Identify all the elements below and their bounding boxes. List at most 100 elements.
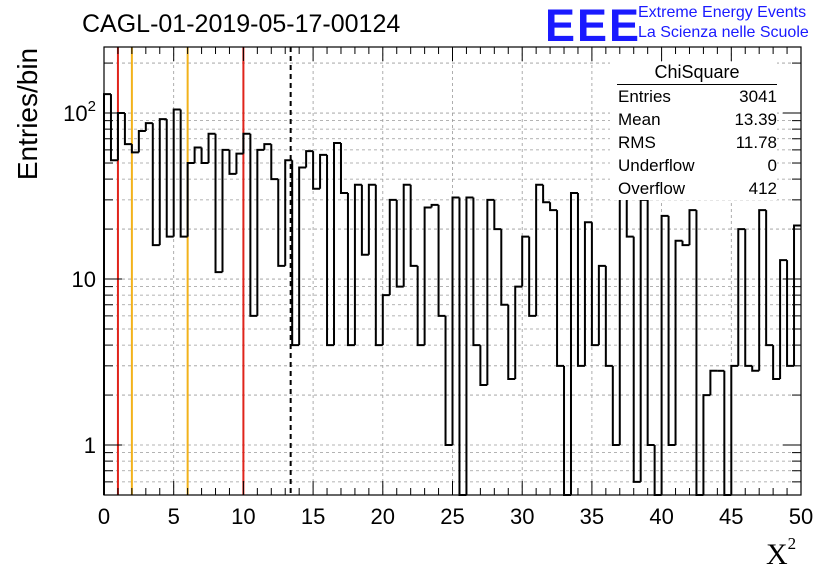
eee-logo-mark: EEE [545, 0, 642, 51]
histogram-bin [346, 192, 355, 347]
histogram-bin [793, 224, 801, 366]
stats-value: 11.78 [735, 133, 777, 152]
histogram-bin [353, 183, 362, 346]
histogram-bin [130, 144, 139, 154]
stats-row: Underflow 0 [610, 154, 777, 177]
histogram-bin [521, 235, 530, 287]
histogram-bin [395, 199, 404, 288]
axes [103, 46, 802, 496]
histogram-bin [451, 196, 460, 446]
x-tick-label: 40 [649, 504, 673, 529]
x-tick-label: 30 [510, 504, 534, 529]
histogram-bin [388, 198, 397, 296]
x-tick-label: 10 [231, 504, 255, 529]
y-axis-label: Entries/bin [12, 47, 43, 181]
histogram-bin [214, 133, 223, 274]
histogram-bin [507, 304, 516, 380]
x-tick-label: 5 [168, 504, 180, 529]
histogram-bin [730, 364, 739, 495]
histogram-bin [597, 264, 606, 346]
histogram-bin [235, 152, 244, 174]
histogram-bin [479, 345, 488, 386]
histogram-bin [639, 198, 648, 482]
histogram-bin [409, 184, 418, 267]
histogram-bin [165, 119, 174, 238]
stats-value: 3041 [739, 87, 777, 106]
histogram-bin [688, 209, 697, 246]
histogram-bin [109, 94, 118, 162]
stats-label: Overflow [618, 179, 686, 198]
histogram-bin [200, 147, 209, 165]
x-tick-label: 20 [371, 504, 395, 529]
histogram-bin [402, 183, 411, 287]
histogram-bin [312, 151, 321, 190]
histogram-bin [277, 179, 286, 267]
histogram-bin [772, 345, 781, 380]
histogram-bin [514, 285, 523, 379]
histogram-bin [590, 222, 599, 347]
histogram-bin [744, 229, 753, 367]
y-tick-label: 10 [72, 267, 96, 292]
histogram-bin [611, 365, 620, 447]
eee-logo-line1: Extreme Energy Events [638, 4, 807, 21]
histogram-bin [193, 146, 202, 164]
histogram-bin [465, 196, 474, 495]
histogram-bin [737, 228, 746, 366]
histogram-bin [430, 203, 439, 208]
histogram-bin [549, 202, 558, 212]
histogram-bin [360, 184, 369, 256]
histogram-bin [228, 149, 237, 175]
x-tick-label: 35 [580, 504, 604, 529]
histogram-bin [270, 144, 279, 181]
histogram-bin [103, 93, 111, 495]
histogram-bin [137, 129, 146, 153]
stats-row: Mean 13.39 [610, 108, 777, 131]
chart-title: CAGL-01-2019-05-17-00124 [82, 10, 401, 38]
y-tick-label-base: 10 [63, 101, 87, 126]
histogram-bin [179, 109, 188, 238]
stats-label: Entries [618, 87, 671, 106]
stats-value: 412 [748, 179, 777, 198]
histogram-bin [486, 198, 495, 385]
histogram-bin [423, 206, 432, 346]
histogram-bin [221, 148, 230, 273]
x-axis-label: X2 [766, 534, 796, 572]
histogram-bin [298, 166, 307, 346]
histogram-bin [667, 215, 676, 447]
x-tick-label: 0 [98, 504, 110, 529]
histogram-bin [472, 197, 481, 347]
stats-label: Underflow [618, 156, 695, 175]
histogram-bin [284, 159, 293, 266]
stats-label: Mean [618, 110, 661, 129]
histogram-bin [786, 260, 795, 367]
histogram-bin [172, 108, 181, 237]
x-tick-label: 50 [789, 504, 813, 529]
histogram-bin [681, 240, 690, 247]
histogram-bin [256, 148, 265, 316]
histogram-bin [242, 132, 251, 154]
histogram-bin [367, 183, 376, 255]
histogram-bin [416, 265, 425, 347]
histogram-bin [151, 123, 160, 247]
x-axis-label-symbol: X [766, 538, 788, 571]
x-tick-label: 25 [440, 504, 464, 529]
stats-label: RMS [618, 133, 656, 152]
y-tick-label: 1 [84, 433, 96, 458]
histogram-bin [528, 236, 537, 317]
histogram-bin [444, 315, 453, 447]
histogram-bin [291, 160, 300, 347]
histogram-bin [556, 210, 565, 367]
stats-box-title: ChiSquare [617, 62, 777, 85]
histogram-bin [339, 143, 348, 194]
histogram-bin [263, 143, 272, 150]
histogram-bin [569, 191, 578, 495]
histogram-bin [305, 150, 314, 168]
x-axis-label-superscript: 2 [787, 534, 797, 553]
histogram-bin [458, 197, 467, 496]
x-tick-label: 45 [719, 504, 743, 529]
histogram-bin [674, 239, 683, 446]
histogram-bin [500, 229, 509, 306]
histogram-bin [660, 214, 669, 495]
